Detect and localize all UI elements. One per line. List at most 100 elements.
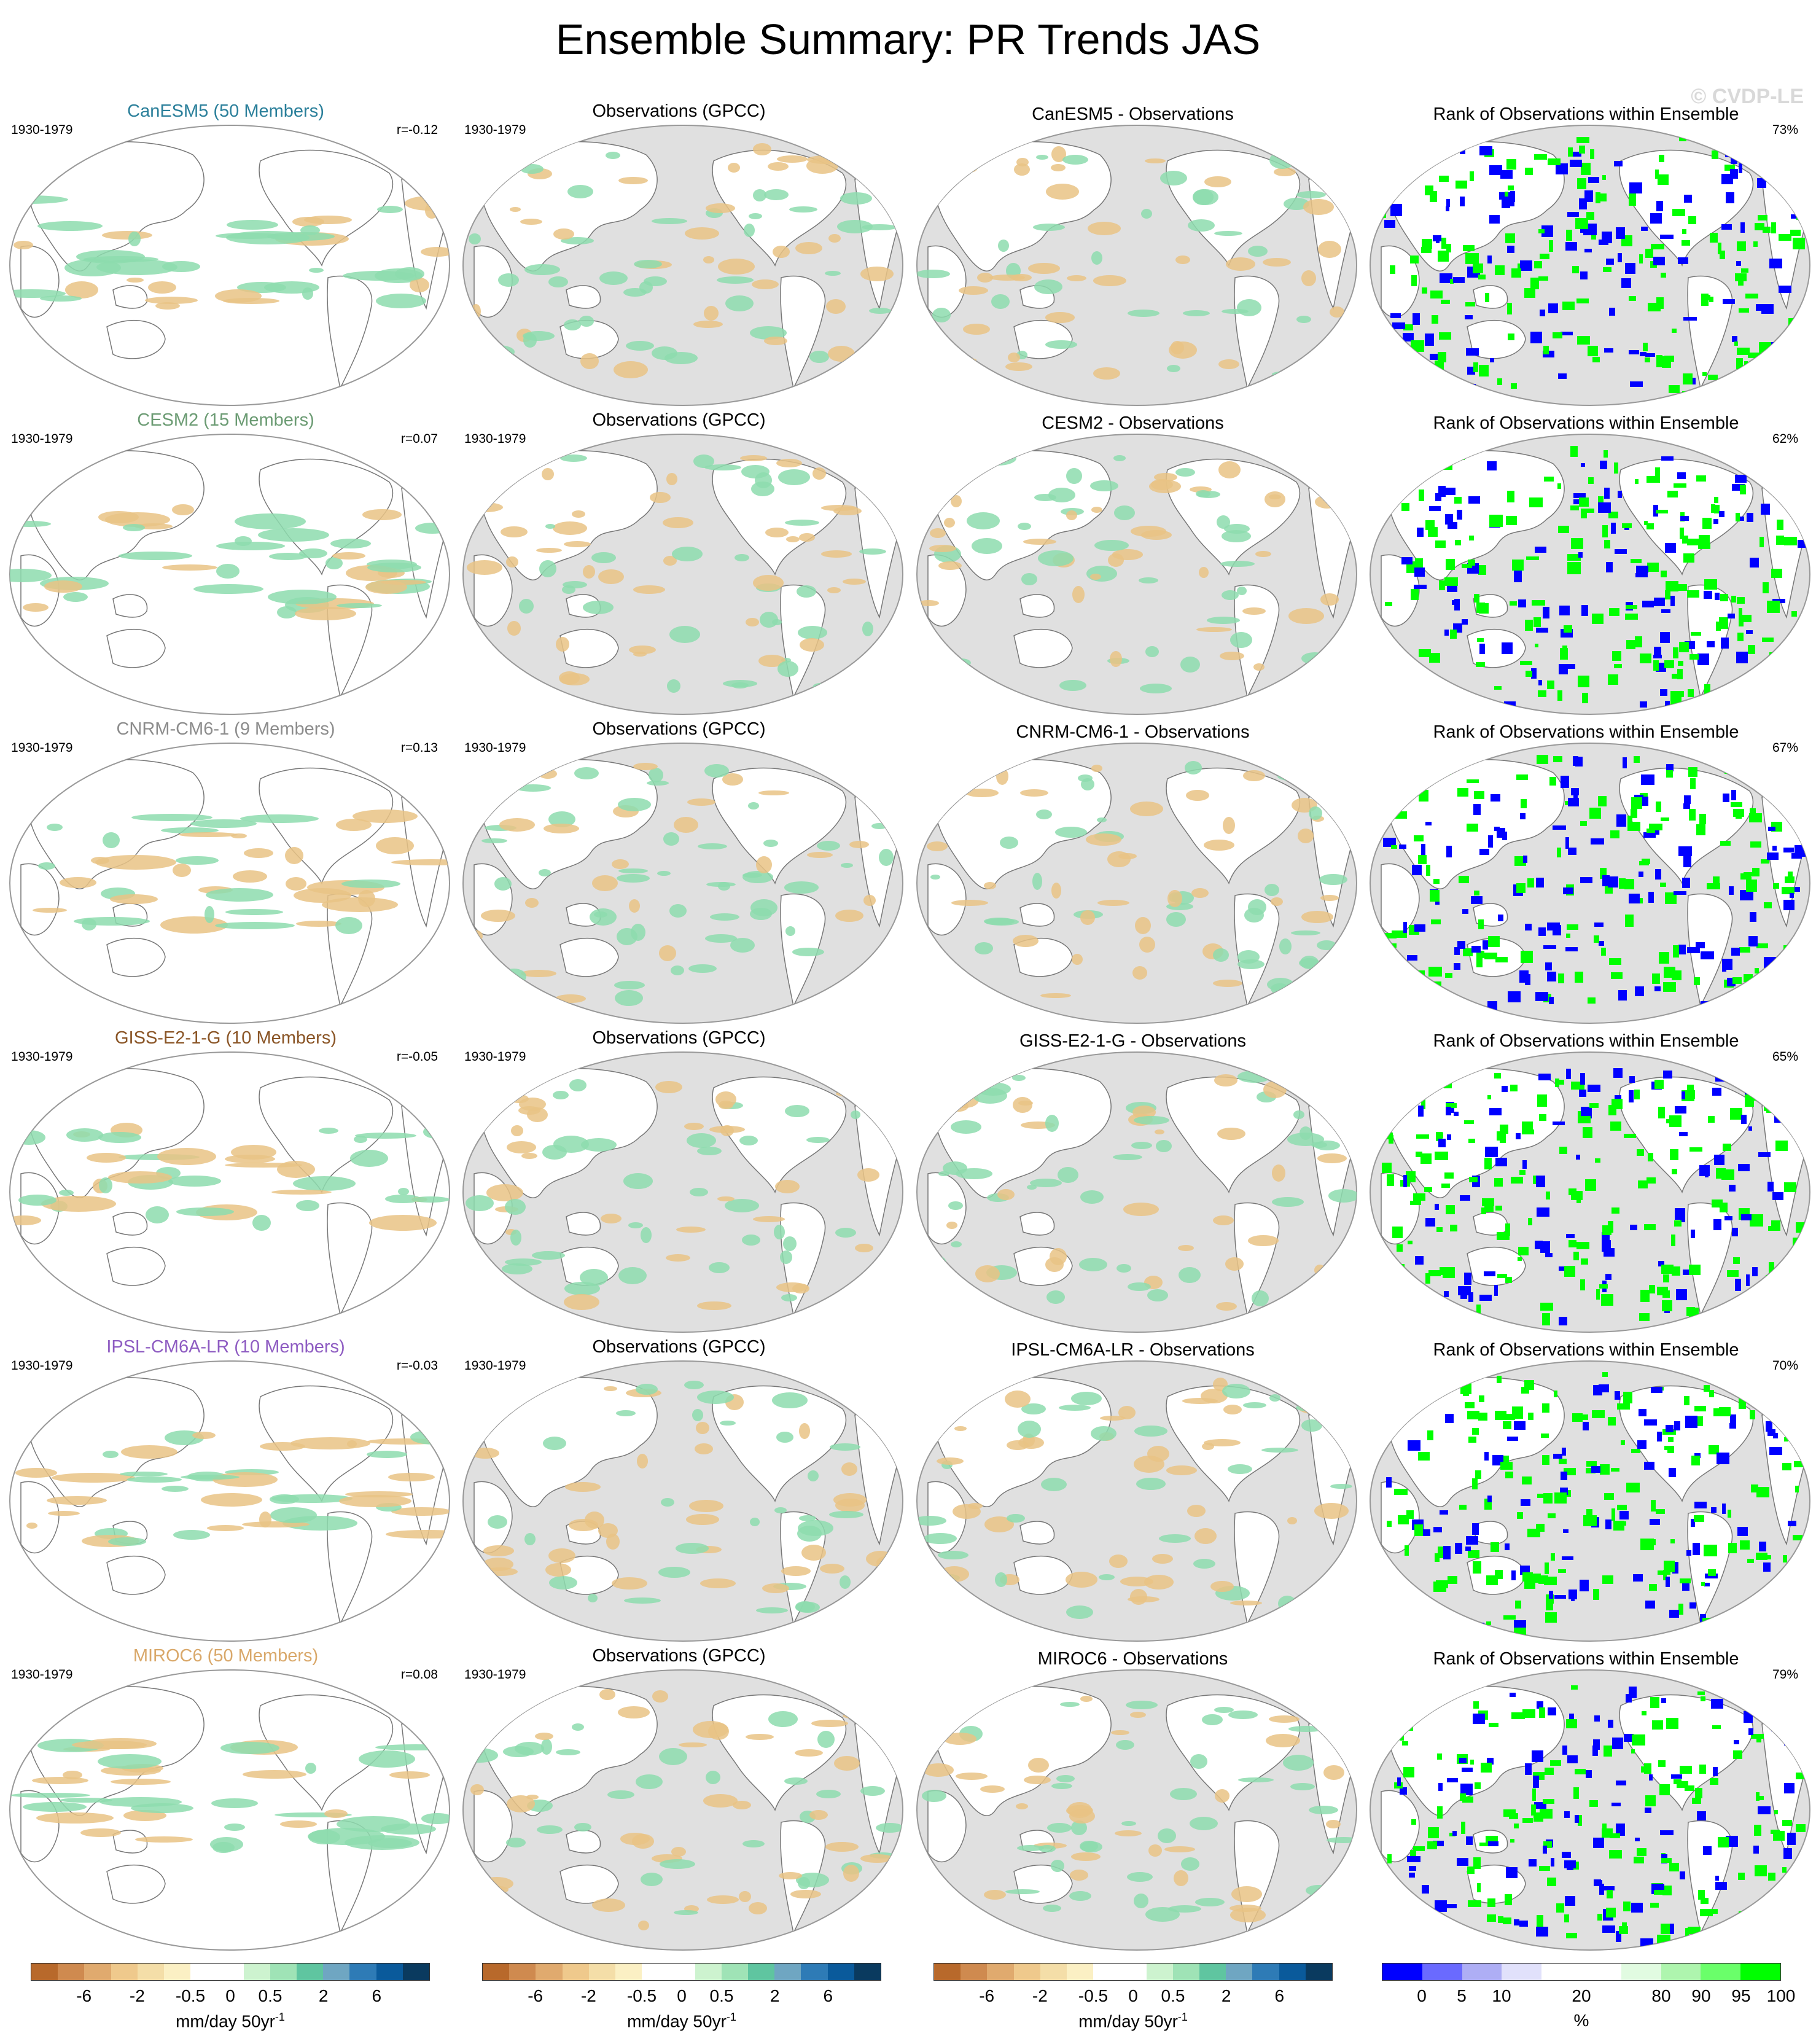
colorbar-tick-label: 2 [770,1986,780,2005]
colorbar-swatch [58,1964,85,1980]
model-title: CESM2 (15 Members) [137,410,314,430]
rank-title: Rank of Observations within Ensemble [1433,413,1739,433]
world-map [462,1360,904,1642]
difference-title: CESM2 - Observations [1042,413,1224,433]
colorbar-tick-label: 5 [1457,1986,1467,2005]
colorbar-swatch [801,1964,828,1980]
difference-title: CNRM-CM6-1 - Observations [1016,722,1250,742]
rank-title: Rank of Observations within Ensemble [1433,1649,1739,1669]
model-title: CanESM5 (50 Members) [127,101,324,121]
colorbar-unit: mm/day 50yr-1 [482,2011,881,2031]
colorbar-swatch [934,1964,961,1980]
colorbar-swatch [1740,1964,1780,1980]
colorbar-swatch [1252,1964,1279,1980]
rank-title: Rank of Observations within Ensemble [1433,722,1739,742]
colorbar-swatch [695,1964,722,1980]
world-map [916,1360,1358,1642]
rank-title: Rank of Observations within Ensemble [1433,1031,1739,1051]
colorbar-swatch [562,1964,589,1980]
rank-panel: Rank of Observations within Ensemble 62% [1360,407,1812,716]
colorbar-swatch [854,1964,881,1980]
period-label: 1930-1979 [464,1050,526,1064]
observations-title: Observations (GPCC) [592,1028,766,1048]
colorbar-swatch [642,1964,669,1980]
world-map [462,1051,904,1333]
observations-panel: Observations (GPCC) 1930-1979 [453,1643,905,1952]
colorbar-tick-label: 95 [1731,1986,1751,2005]
colorbar-swatch [1172,1964,1200,1980]
colorbar-swatch [1013,1964,1040,1980]
world-map [9,1051,451,1333]
colorbar-swatch [721,1964,749,1980]
colorbar-swatch [270,1964,297,1980]
colorbar-tick-label: 6 [1274,1986,1285,2005]
colorbar-tick-label: -2 [129,1986,145,2005]
world-map [462,124,904,407]
colorbar-swatch [509,1964,536,1980]
colorbar-swatch [349,1964,376,1980]
colorbar-swatch [1067,1964,1094,1980]
world-map [462,433,904,716]
period-label: 1930-1979 [11,1668,73,1682]
colorbar-swatch [297,1964,324,1980]
pattern-correlation: r=0.08 [400,1668,438,1682]
difference-panel: MIROC6 - Observations [907,1643,1358,1952]
colorbar-swatch [615,1964,642,1980]
model-panel: MIROC6 (50 Members) 1930-1979 r=0.08 [0,1643,451,1952]
colorbar-swatch [137,1964,165,1980]
colorbar-swatch [961,1964,988,1980]
colorbar-swatch [111,1964,138,1980]
colorbar-swatch [588,1964,616,1980]
model-title: IPSL-CM6A-LR (10 Members) [106,1337,345,1357]
rank-percent: 67% [1772,741,1798,755]
colorbar-swatch [323,1964,350,1980]
colorbar-swatches [482,1963,881,1981]
colorbar-swatch [987,1964,1014,1980]
model-title: CNRM-CM6-1 (9 Members) [116,719,335,739]
colorbar-swatch [376,1964,403,1980]
difference-panel: GISS-E2-1-G - Observations [907,1025,1358,1334]
colorbar-swatch [1382,1964,1422,1980]
model-panel: CNRM-CM6-1 (9 Members) 1930-1979 r=0.13 [0,716,451,1025]
colorbar-unit: mm/day 50yr-1 [31,2011,430,2031]
rank-title: Rank of Observations within Ensemble [1433,1340,1739,1360]
world-map [9,1360,451,1642]
colorbar-swatch [31,1964,58,1980]
colorbar-swatch [774,1964,801,1980]
period-label: 1930-1979 [464,432,526,446]
model-title: GISS-E2-1-G (10 Members) [115,1028,337,1048]
colorbar-swatch [1040,1964,1067,1980]
colorbar-swatch [402,1964,430,1980]
observations-panel: Observations (GPCC) 1930-1979 [453,1334,905,1643]
rank-panel: Rank of Observations within Ensemble 79% [1360,1643,1812,1952]
rank-panel: Rank of Observations within Ensemble 65% [1360,1025,1812,1334]
colorbar-tick-label: 0.5 [258,1986,283,2005]
period-label: 1930-1979 [11,741,73,755]
rank-panel: Rank of Observations within Ensemble 70% [1360,1334,1812,1643]
period-label: 1930-1979 [464,123,526,137]
world-map [1369,1669,1811,1951]
rank-panel: Rank of Observations within Ensemble 67% [1360,716,1812,1025]
colorbar-tick-label: 6 [823,1986,833,2005]
colorbar-unit-text: % [1573,2011,1589,2030]
period-label: 1930-1979 [464,1668,526,1682]
colorbar-swatch [1661,1964,1701,1980]
colorbar-tick-label: 80 [1651,1986,1671,2005]
world-map [1369,433,1811,716]
rank-percent: 65% [1772,1050,1798,1064]
colorbar-swatch [483,1964,510,1980]
colorbar-tick-label: -0.5 [175,1986,206,2005]
colorbar-unit-text: mm/day 50yr [176,2011,275,2031]
observations-panel: Observations (GPCC) 1930-1979 [453,407,905,716]
colorbar-swatch [1462,1964,1502,1980]
difference-panel: CESM2 - Observations [907,407,1358,716]
rank-colorbar: 0 5 10 20 80 90 95 100% [1382,1963,1795,2040]
period-label: 1930-1979 [11,432,73,446]
colorbar-unit: % [1382,2011,1781,2030]
rank-percent: 73% [1772,123,1798,137]
rank-panel: Rank of Observations within Ensemble 73% [1360,98,1812,407]
world-map [1369,124,1811,407]
model-panel: GISS-E2-1-G (10 Members) 1930-1979 r=-0.05 [0,1025,451,1334]
colorbar-tick-label: 100 [1766,1986,1796,2005]
